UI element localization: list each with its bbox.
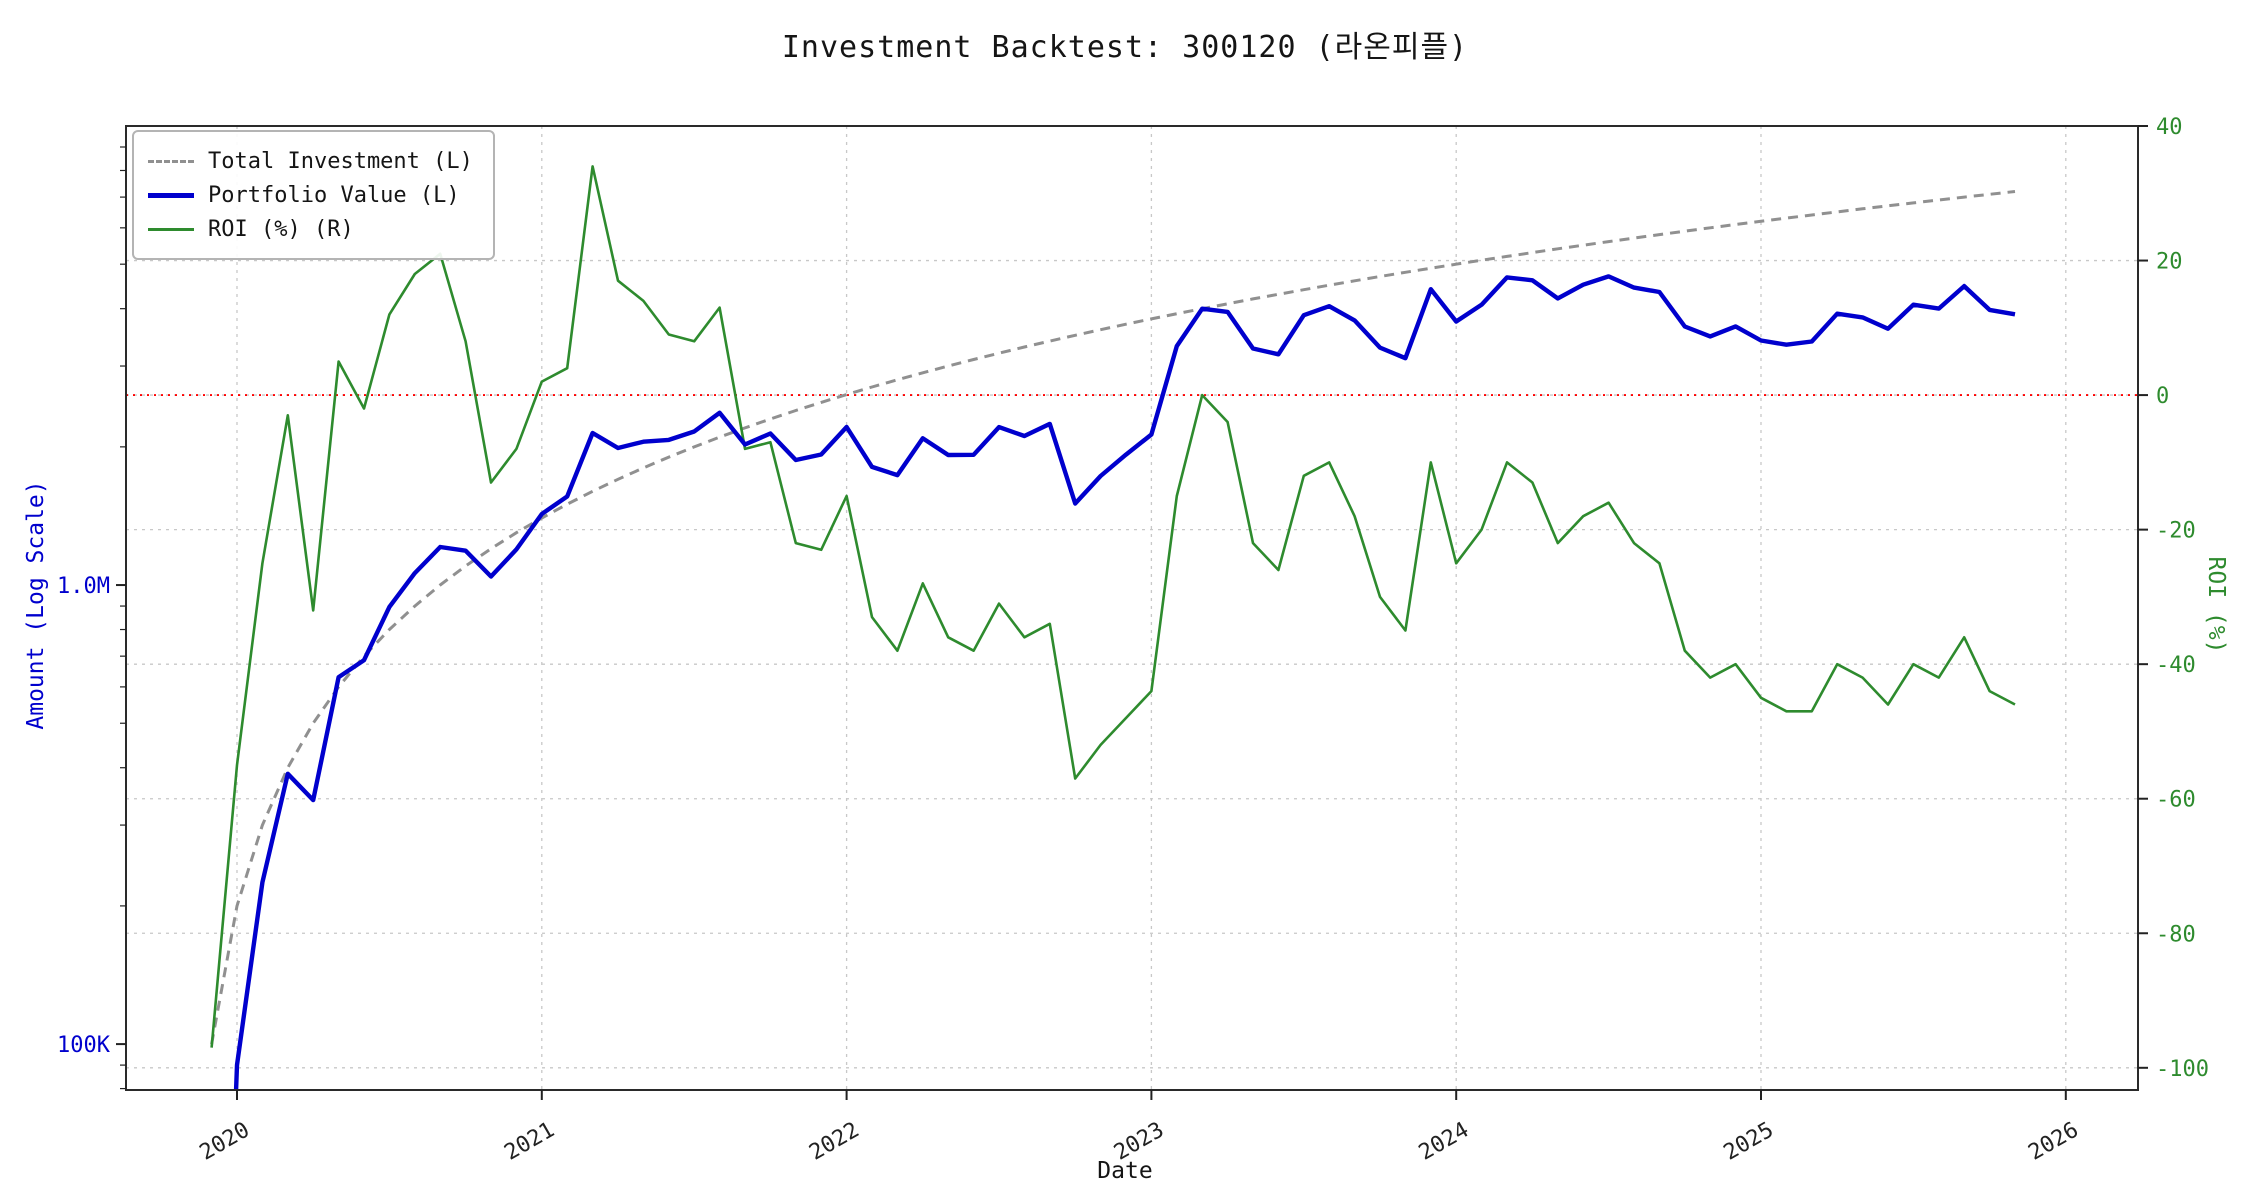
solid-line-swatch [148,192,194,198]
legend-item-total-investment: Total Investment (L) [148,144,473,178]
svg-text:-60: -60 [2156,788,2196,813]
left-axis-label: Amount (Log Scale) [23,480,49,730]
x-axis-label: Date [1097,1158,1153,1184]
svg-text:0: 0 [2156,384,2169,409]
svg-text:100K: 100K [57,1033,111,1058]
legend-label: ROI (%) (R) [208,216,354,242]
svg-text:-40: -40 [2156,653,2196,678]
plot-border [125,125,2139,1091]
right-axis-label: ROI (%) [2203,556,2229,654]
legend-label: Portfolio Value (L) [208,182,460,208]
svg-text:20: 20 [2156,250,2183,275]
legend: Total Investment (L) Portfolio Value (L)… [132,130,495,260]
svg-text:-80: -80 [2156,922,2196,947]
series-total-investment [210,190,2016,1045]
series-portfolio-value [233,274,2016,1090]
legend-item-portfolio-value: Portfolio Value (L) [148,178,473,212]
svg-text:-20: -20 [2156,519,2196,544]
chart-title: Investment Backtest: 300120 (라온피플) [781,30,1469,65]
svg-text:40: 40 [2156,115,2183,140]
grid [126,125,2138,1090]
solid-line-swatch [148,227,194,231]
right-axis-ticks: 40 20 0 -20 -40 -60 -80 -100 [2138,115,2209,1082]
svg-text:1.0M: 1.0M [57,574,110,599]
series-roi [210,165,2016,1048]
left-axis-ticks: 1.0M 100K [57,146,126,1090]
legend-item-roi: ROI (%) (R) [148,212,473,246]
svg-text:-100: -100 [2156,1057,2209,1082]
legend-label: Total Investment (L) [208,148,473,174]
dashed-line-swatch [148,159,194,163]
x-ticks: 2020 2021 2022 2023 2024 2025 2026 [196,1090,2083,1166]
